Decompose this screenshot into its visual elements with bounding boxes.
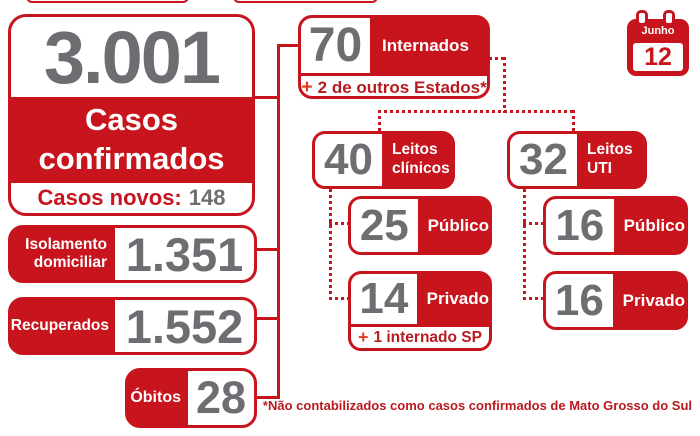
deaths-value: 28	[188, 371, 254, 425]
dotted-stub-clinicos-privado	[329, 297, 348, 300]
dotted-drop-internados	[503, 57, 506, 113]
deaths-label: Óbitos	[130, 389, 181, 406]
dotted-vertical-uti	[523, 189, 526, 302]
home-isolation-box: Isolamento domiciliar 1.351	[8, 225, 257, 283]
dotted-stub-clinicos-publico	[329, 222, 348, 225]
calendar-day-panel: 12	[633, 43, 683, 71]
confirmed-cases-label-line1: Casos	[84, 102, 179, 138]
cropped-box-edge-right	[233, 0, 378, 3]
deaths-box: Óbitos 28	[125, 368, 257, 428]
calendar-icon: Junho 12	[627, 10, 689, 76]
bracket-stub-obitos	[254, 396, 280, 399]
confirmed-cases-value: 3.001	[43, 15, 221, 99]
home-isolation-label-line1: Isolamento	[25, 236, 107, 254]
new-cases-label: Casos novos:	[37, 185, 182, 210]
icu-beds-label-line1: Leitos	[587, 141, 633, 159]
clinical-public-box: 25 Público	[348, 196, 492, 255]
icu-beds-value: 32	[510, 134, 577, 186]
dotted-drop-leitos-uti	[572, 110, 575, 133]
clinical-beds-value: 40	[315, 134, 382, 186]
bracket-vertical-line	[277, 44, 280, 399]
confirmed-cases-label: Casos confirmados	[11, 97, 252, 183]
dotted-vertical-clinicos	[329, 189, 332, 302]
clinical-public-label: Público	[427, 215, 489, 235]
plus-icon: +	[358, 327, 369, 347]
other-states-note: + 2 de outros Estados*	[301, 73, 487, 98]
footnote: *Não contabilizados como casos confirmad…	[262, 398, 692, 413]
confirmed-cases-label-line2: confirmados	[38, 141, 225, 176]
bracket-stub-recuperados	[254, 317, 280, 320]
icu-private-label: Privado	[622, 290, 685, 310]
clinical-beds-label-line2: clínicos	[392, 160, 450, 177]
confirmed-cases-box: 3.001 Casos confirmados Casos novos: 148	[8, 14, 255, 216]
hospitalized-label: Internados	[382, 35, 469, 55]
calendar-month: Junho	[641, 25, 675, 37]
sp-hospitalized-note-text: 1 internado SP	[373, 328, 482, 346]
dotted-stub-uti-publico	[523, 222, 543, 225]
bracket-stub-internados	[277, 44, 299, 47]
recovered-value: 1.552	[115, 300, 254, 352]
clinical-private-label: Privado	[426, 289, 489, 308]
calendar-day: 12	[644, 42, 672, 71]
icu-private-box: 16 Privado	[543, 271, 688, 330]
dotted-stub-internados	[489, 57, 506, 60]
home-isolation-label-line2: domiciliar	[33, 254, 107, 271]
sp-hospitalized-note: + 1 internado SP	[351, 324, 489, 348]
icu-beds-label-line2: UTI	[587, 160, 612, 177]
plus-icon: +	[301, 76, 313, 98]
hospitalized-box: 70 Internados + 2 de outros Estados*	[298, 15, 490, 99]
icu-public-box: 16 Público	[543, 196, 688, 255]
dotted-stub-uti-privado	[523, 297, 543, 300]
calendar-ring-icon	[663, 10, 675, 26]
recovered-label: Recuperados	[10, 317, 109, 334]
other-states-note-text: 2 de outros Estados*	[317, 77, 487, 97]
bracket-stub-confirmados	[252, 96, 280, 99]
hospitalized-value: 70	[301, 18, 370, 73]
dotted-branch-horizontal	[378, 110, 575, 113]
calendar-ring-icon	[636, 10, 648, 26]
icu-public-value: 16	[546, 199, 614, 252]
cropped-box-edge-left	[26, 0, 189, 3]
icu-beds-box: 32 Leitos UTI	[507, 131, 647, 189]
recovered-box: Recuperados 1.552	[8, 297, 257, 355]
icu-private-value: 16	[546, 274, 613, 327]
clinical-private-value: 14	[351, 274, 417, 324]
icu-public-label: Público	[623, 215, 685, 235]
clinical-beds-label-line1: Leitos	[392, 141, 438, 159]
bracket-stub-isolamento	[254, 248, 280, 251]
clinical-private-box: 14 Privado + 1 internado SP	[348, 271, 492, 351]
new-cases-value: 148	[188, 185, 226, 210]
clinical-public-value: 25	[351, 199, 418, 252]
dotted-drop-leitos-clinicos	[378, 110, 381, 133]
home-isolation-value: 1.351	[115, 228, 254, 280]
clinical-beds-box: 40 Leitos clínicos	[312, 131, 455, 189]
new-cases-row: Casos novos: 148	[11, 183, 252, 213]
